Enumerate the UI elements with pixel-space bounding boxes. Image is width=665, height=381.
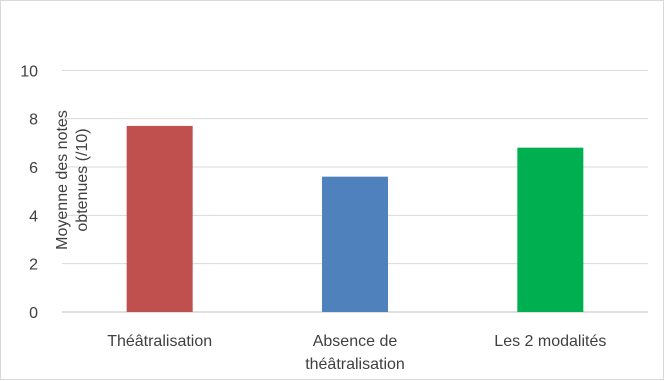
bar bbox=[517, 147, 584, 312]
x-tick-label: Théâtralisation bbox=[107, 333, 212, 350]
bar bbox=[126, 125, 193, 313]
x-tick-label: Absence de théâtralisation bbox=[305, 333, 405, 373]
x-tick-label: Les 2 modalités bbox=[494, 333, 606, 350]
y-axis-label: Moyenne des notes obtenues (/10) bbox=[54, 110, 91, 250]
y-tick-label: 10 bbox=[20, 63, 38, 80]
bars bbox=[126, 125, 584, 313]
y-tick-label: 6 bbox=[29, 160, 38, 177]
y-tick-label: 4 bbox=[29, 208, 38, 225]
y-tick-labels: 0 2 4 6 8 10 bbox=[20, 63, 38, 322]
y-tick-label: 0 bbox=[29, 305, 38, 322]
x-tick-labels: Théâtralisation Absence de théâtralisation… bbox=[107, 333, 606, 373]
bar bbox=[322, 176, 388, 312]
y-tick-label: 2 bbox=[29, 257, 38, 274]
y-tick-label: 8 bbox=[29, 112, 38, 129]
